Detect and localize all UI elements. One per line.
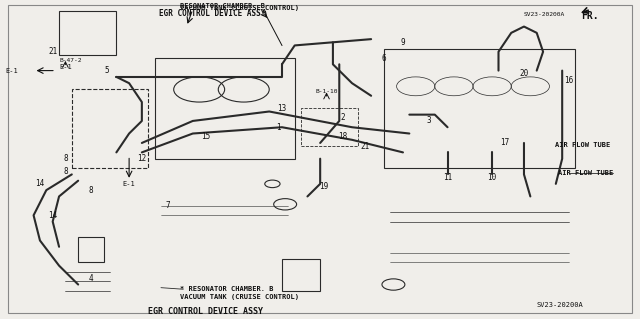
Text: 12: 12	[137, 154, 147, 163]
Text: 20: 20	[519, 69, 529, 78]
Text: 18: 18	[338, 132, 347, 141]
Text: 14: 14	[48, 211, 58, 220]
Text: E-1: E-1	[59, 64, 72, 70]
Text: SV23-20200A: SV23-20200A	[537, 302, 584, 308]
Text: VACUUM TANK (CRUISE CONTROL): VACUUM TANK (CRUISE CONTROL)	[180, 4, 299, 11]
Text: E-1: E-1	[5, 68, 18, 74]
Text: 5: 5	[104, 66, 109, 75]
Text: 8: 8	[63, 154, 68, 163]
Text: SV23-20200A: SV23-20200A	[524, 12, 565, 18]
Bar	[384, 48, 575, 168]
Text: B-1-10: B-1-10	[316, 89, 338, 94]
Text: 19: 19	[319, 182, 328, 191]
Text: 15: 15	[201, 132, 210, 141]
Text: 16: 16	[564, 76, 573, 85]
Text: FR.: FR.	[581, 11, 599, 21]
Text: 2: 2	[340, 113, 345, 122]
Text: VACUUM TANK (CRUISE CONTROL): VACUUM TANK (CRUISE CONTROL)	[180, 294, 299, 300]
Text: 21: 21	[360, 142, 369, 151]
Text: 14: 14	[35, 179, 45, 188]
Text: 3: 3	[426, 116, 431, 125]
Text: 17: 17	[500, 138, 509, 147]
Text: 8: 8	[88, 186, 93, 195]
Bar	[72, 89, 148, 168]
Text: 8: 8	[63, 167, 68, 176]
Text: 21: 21	[48, 47, 58, 56]
Text: * RESONATOR CHAMBER. B: * RESONATOR CHAMBER. B	[180, 286, 273, 292]
Bar	[282, 259, 320, 291]
Text: AIR FLOW TUBE: AIR FLOW TUBE	[558, 170, 613, 176]
Text: EGR CONTROL DEVICE ASSY: EGR CONTROL DEVICE ASSY	[159, 9, 265, 18]
Text: 7: 7	[165, 201, 170, 210]
Text: 13: 13	[277, 104, 287, 113]
Text: B-47-2: B-47-2	[59, 58, 81, 63]
Text: 4: 4	[88, 274, 93, 283]
Text: 6: 6	[381, 54, 386, 63]
Text: 11: 11	[443, 173, 452, 182]
Text: 9: 9	[401, 38, 405, 47]
Text: RESONATOR CHAMBER. B: RESONATOR CHAMBER. B	[180, 3, 265, 9]
Bar	[301, 108, 358, 146]
Text: 1: 1	[276, 123, 281, 132]
Bar	[78, 237, 104, 263]
Text: 10: 10	[488, 173, 497, 182]
Bar	[155, 58, 294, 159]
Bar	[59, 11, 116, 55]
Text: EGR CONTROL DEVICE ASSY: EGR CONTROL DEVICE ASSY	[148, 307, 263, 315]
Text: E-1: E-1	[123, 181, 136, 187]
Text: AIR FLOW TUBE: AIR FLOW TUBE	[555, 142, 610, 147]
